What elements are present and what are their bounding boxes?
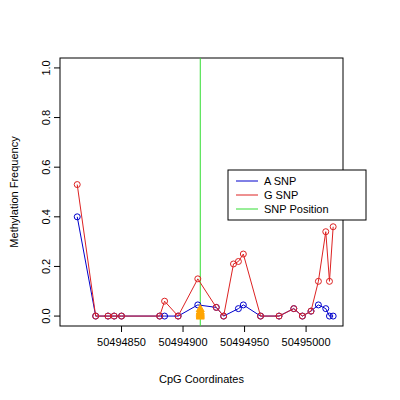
x-tick-label: 50495000: [282, 336, 331, 348]
x-tick: [244, 326, 245, 332]
x-tick-label: 50494900: [159, 336, 208, 348]
y-tick: [54, 167, 60, 168]
y-tick-label: 0.0: [40, 308, 52, 323]
data-point: [258, 313, 264, 319]
chart: 50494850 50494900 50494950 50495000 0.0 0.2 0.…: [0, 0, 400, 400]
snp-read-marker: [196, 305, 204, 312]
y-tick: [54, 67, 60, 68]
data-point: [240, 302, 246, 308]
legend-label: SNP Position: [264, 203, 329, 215]
series-line: [77, 217, 333, 316]
legend: [228, 170, 366, 220]
legend-label: G SNP: [264, 189, 298, 201]
y-tick: [54, 216, 60, 217]
data-point: [323, 306, 329, 312]
y-tick-label: 0.4: [40, 209, 52, 224]
y-tick-label: 0.2: [40, 259, 52, 274]
data-point: [195, 276, 201, 282]
data-point: [119, 313, 125, 319]
y-tick-label: 0.6: [40, 160, 52, 175]
legend-swatch: [236, 181, 258, 182]
data-point: [308, 308, 314, 314]
data-point: [74, 214, 80, 220]
y-tick: [54, 266, 60, 267]
legend-swatch: [236, 195, 258, 196]
legend-label: A SNP: [264, 175, 296, 187]
plot-area: [74, 58, 336, 326]
data-point: [221, 313, 227, 319]
data-point: [235, 258, 241, 264]
snp-line: [200, 58, 201, 326]
data-point: [74, 182, 80, 188]
x-tick: [183, 326, 184, 332]
series-line: [77, 185, 333, 317]
data-point: [175, 313, 181, 319]
x-tick-label: 50494950: [220, 336, 269, 348]
data-point: [330, 224, 336, 230]
y-tick: [54, 316, 60, 317]
legend-swatch: [236, 209, 258, 210]
y-tick: [54, 117, 60, 118]
data-point: [291, 306, 297, 312]
y-tick-label: 0.8: [40, 110, 52, 125]
x-tick: [306, 326, 307, 332]
data-point: [330, 313, 336, 319]
data-point: [240, 251, 246, 257]
y-axis-label: Methylation Frequency: [8, 136, 20, 248]
data-point: [93, 313, 99, 319]
data-point: [315, 302, 321, 308]
data-point: [323, 229, 329, 235]
data-point: [157, 313, 163, 319]
data-point: [213, 304, 219, 310]
x-tick-label: 50494850: [97, 336, 146, 348]
y-tick-label: 1.0: [40, 60, 52, 75]
data-point: [111, 313, 117, 319]
x-tick: [121, 326, 122, 332]
data-point: [315, 278, 321, 284]
data-point: [105, 313, 111, 319]
data-point: [162, 298, 168, 304]
data-point: [299, 313, 305, 319]
x-axis-label: CpG Coordinates: [159, 373, 244, 385]
data-point: [326, 278, 332, 284]
data-point: [276, 313, 282, 319]
